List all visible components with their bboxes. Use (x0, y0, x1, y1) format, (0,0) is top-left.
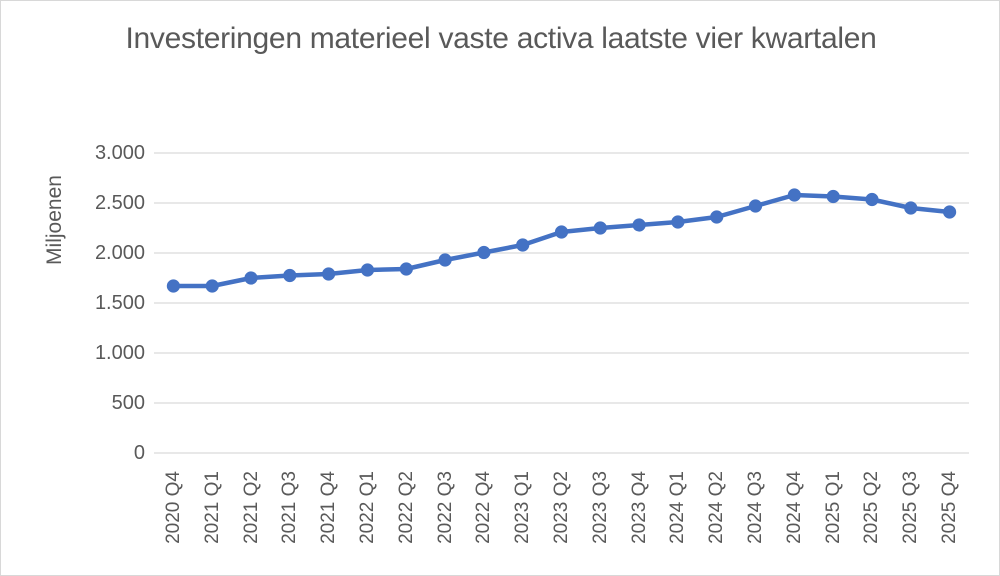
data-point-marker (244, 271, 258, 285)
x-tick-label: 2023 Q3 (589, 471, 611, 544)
data-point-marker (904, 201, 918, 215)
y-tick-label: 1.500 (94, 292, 145, 314)
x-tick-label: 2025 Q3 (900, 471, 922, 544)
data-point-marker (787, 188, 802, 202)
x-tick-label: 2024 Q4 (783, 471, 805, 544)
y-tick-label: 500 (111, 392, 145, 414)
data-point-marker (943, 205, 957, 219)
x-tick-label: 2024 Q1 (667, 471, 689, 544)
y-tick-label: 2.000 (94, 242, 145, 264)
x-tick-label: 2020 Q4 (162, 471, 184, 544)
data-point-marker (360, 263, 375, 277)
data-point-marker (554, 225, 569, 239)
data-point-marker (399, 262, 413, 276)
y-tick-label: 0 (133, 442, 145, 464)
data-point-marker (632, 218, 646, 232)
x-tick-label: 2021 Q4 (318, 471, 340, 544)
x-tick-label: 2022 Q1 (356, 471, 378, 544)
x-tick-label: 2024 Q2 (706, 471, 728, 544)
data-point-marker (710, 210, 724, 224)
y-tick-label: 1.000 (94, 342, 145, 364)
data-point-marker (826, 189, 840, 204)
x-tick-label: 2025 Q1 (822, 471, 844, 544)
x-tick-label: 2025 Q4 (939, 471, 961, 544)
data-point-marker (438, 253, 452, 267)
data-point-marker (516, 238, 530, 252)
x-tick-label: 2021 Q1 (201, 471, 223, 544)
chart-title: Investeringen materieel vaste activa laa… (125, 22, 877, 55)
data-point-marker (671, 215, 685, 229)
data-point-marker (322, 267, 336, 281)
data-point-marker (166, 279, 180, 293)
data-point-marker (593, 221, 607, 235)
data-point-marker (748, 199, 763, 213)
data-point-marker (477, 245, 491, 260)
data-point-marker (283, 268, 297, 283)
y-tick-label: 3.000 (94, 142, 145, 164)
x-tick-label: 2021 Q2 (240, 471, 262, 544)
x-tick-label: 2022 Q3 (434, 471, 456, 544)
x-tick-label: 2021 Q3 (279, 471, 301, 544)
x-tick-label: 2023 Q1 (512, 471, 534, 544)
x-tick-label: 2023 Q2 (551, 471, 572, 544)
x-tick-label: 2022 Q4 (473, 471, 495, 544)
data-point-marker (205, 279, 219, 293)
x-tick-label: 2024 Q3 (745, 471, 767, 544)
data-point-marker (865, 192, 879, 207)
x-tick-label: 2023 Q4 (628, 471, 650, 544)
y-tick-label: 2.500 (94, 192, 145, 214)
x-tick-label: 2025 Q2 (861, 471, 883, 544)
x-tick-label: 2022 Q2 (395, 471, 417, 544)
